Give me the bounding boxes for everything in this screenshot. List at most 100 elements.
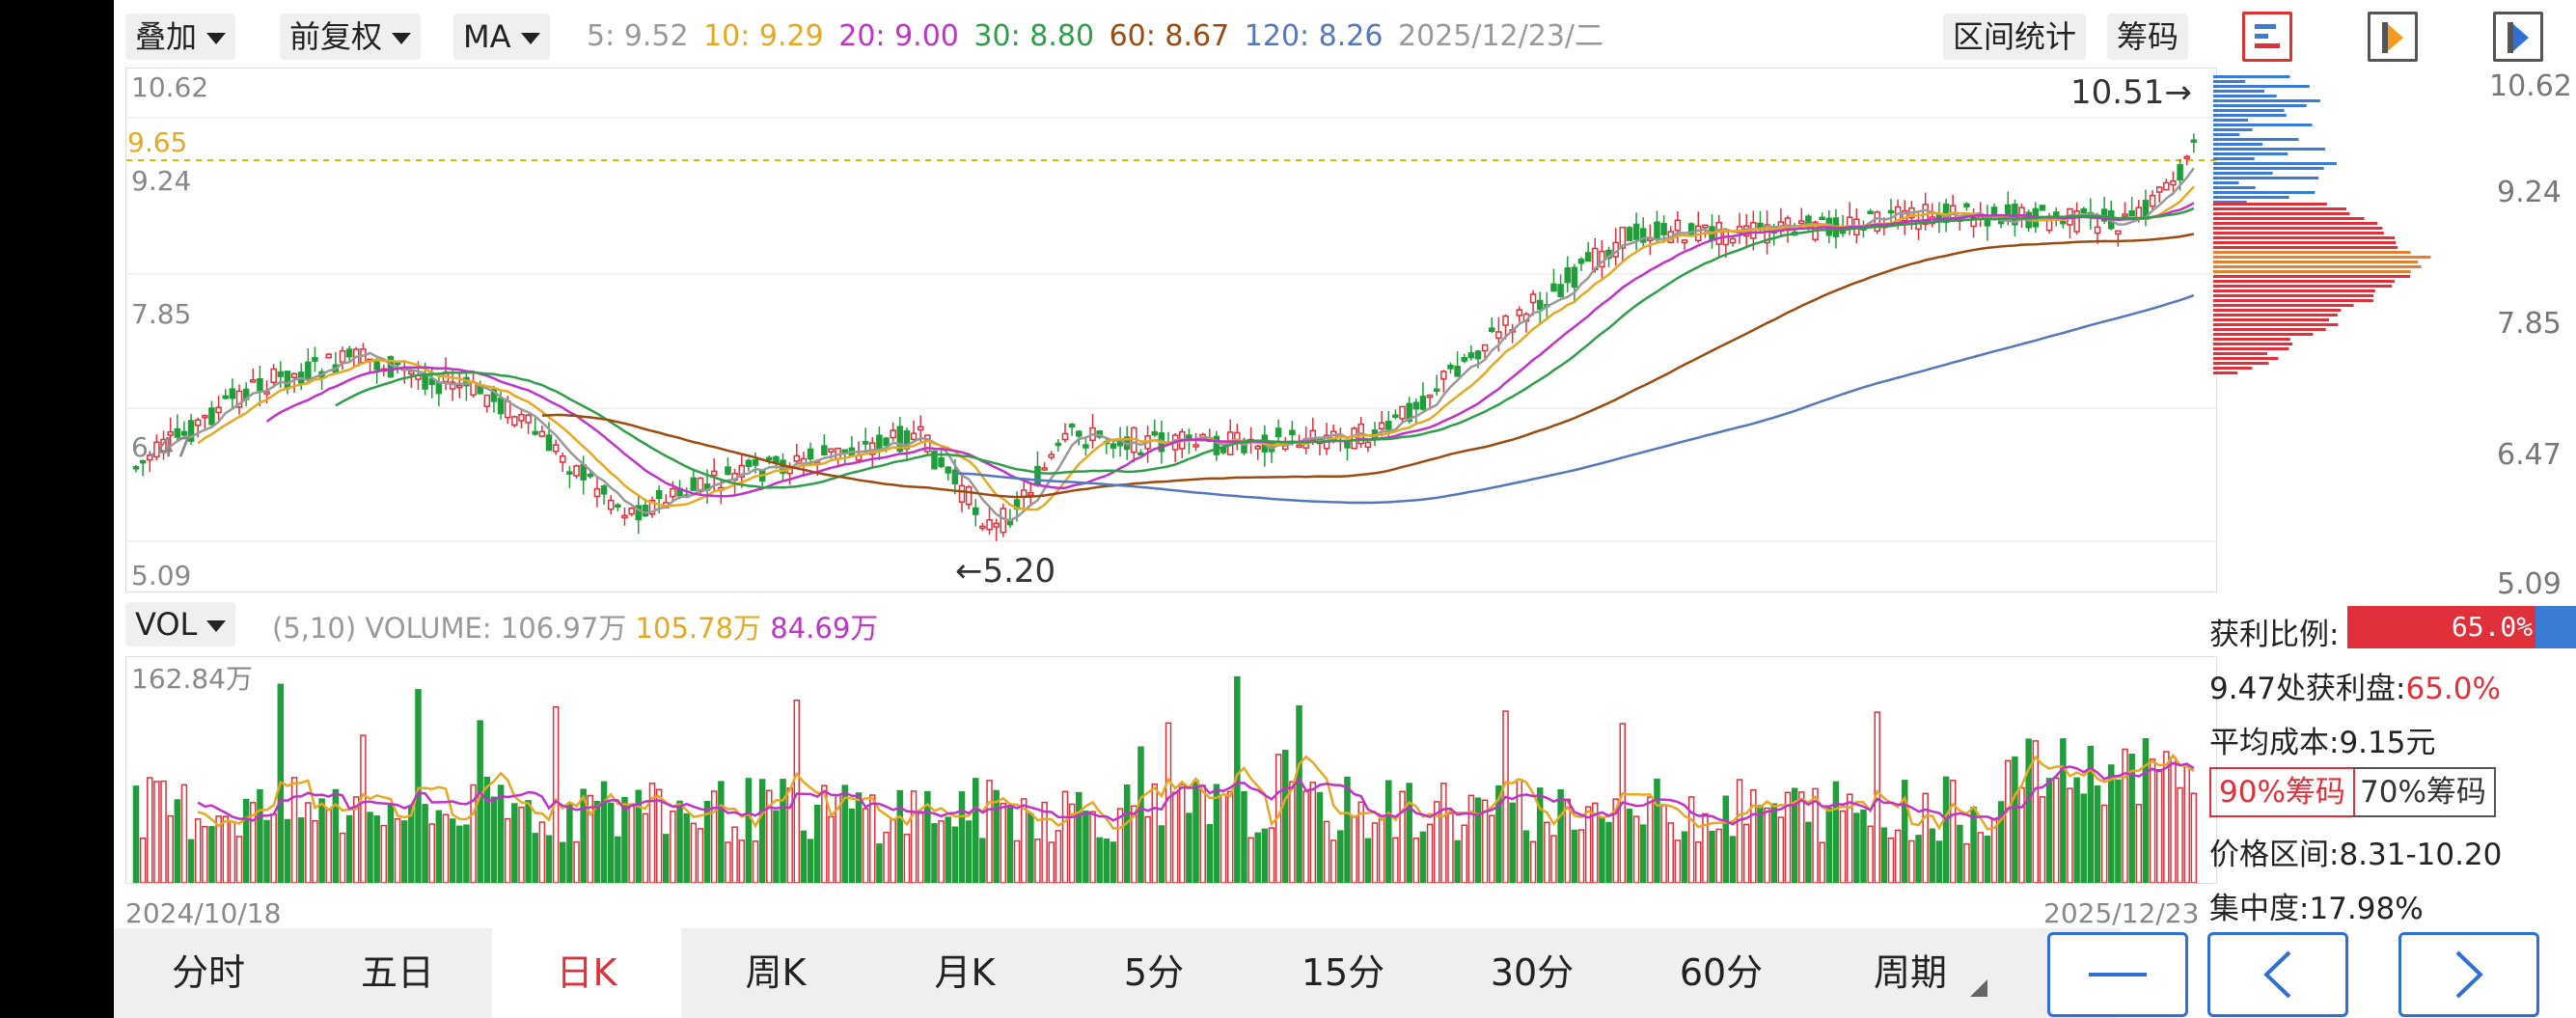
volume-bar — [1695, 840, 1702, 884]
volume-bar — [2149, 758, 2156, 884]
volume-bar — [1089, 811, 1096, 884]
volume-bar — [1261, 828, 1269, 884]
candle-body — [229, 388, 236, 399]
candle-body — [965, 486, 973, 506]
volume-bar — [483, 776, 491, 884]
candle-body — [587, 473, 594, 478]
candle-body — [422, 375, 428, 390]
chip-90-button[interactable]: 90%筹码 — [2209, 767, 2355, 817]
ma20-line — [265, 202, 2195, 498]
chip-70-button[interactable]: 70%筹码 — [2352, 767, 2496, 817]
volume-bar — [428, 823, 435, 884]
volume-chart-panel[interactable] — [125, 656, 2217, 884]
tab-five-day[interactable]: 五日 — [360, 951, 434, 994]
tab-15min[interactable]: 15分 — [1301, 951, 1385, 994]
tab-weekly-k[interactable]: 周K — [745, 951, 807, 994]
volume-indicator-dropdown[interactable]: VOL — [125, 602, 236, 647]
chip-bar — [2213, 299, 2373, 302]
chip-flag-icon[interactable] — [2493, 12, 2543, 62]
chip-bar — [2213, 90, 2265, 93]
candle-body — [153, 441, 160, 458]
ma-value: 20: 9.00 — [838, 19, 959, 53]
range-stats-button[interactable]: 区间统计 — [1943, 14, 2087, 60]
volume-bar — [655, 788, 663, 884]
chips-button[interactable]: 筹码 — [2107, 14, 2189, 60]
volume-bar — [532, 833, 538, 884]
tab-5min[interactable]: 5分 — [1123, 951, 1185, 994]
candle-body — [2073, 210, 2080, 233]
volume-bar — [1957, 824, 1963, 884]
tab-daily-k[interactable]: 日K — [492, 928, 681, 1018]
price-axis-top: 10.62 — [131, 71, 209, 103]
volume-bar — [1750, 788, 1757, 884]
volume-bar — [415, 689, 422, 884]
volume-bar — [938, 820, 945, 884]
candle-body — [1034, 465, 1041, 486]
chip-distribution-icon[interactable] — [2242, 12, 2292, 62]
chip-bar — [2213, 318, 2329, 321]
chip-bar — [2213, 275, 2411, 278]
candle-body — [1309, 429, 1317, 441]
chip-fire-icon[interactable] — [2368, 12, 2418, 62]
candle-body — [552, 444, 560, 453]
tab-30min[interactable]: 30分 — [1490, 951, 1575, 994]
profit-at-value: 65.0% — [2405, 672, 2501, 706]
volume-bar — [718, 781, 725, 884]
candle-body — [222, 395, 229, 399]
bars-icon — [2255, 24, 2280, 48]
volume-values-line: (5,10) VOLUME: 106.97万 105.78万 84.69万 — [272, 606, 878, 647]
candle-body — [1406, 402, 1412, 423]
zoom-out-button[interactable] — [2047, 932, 2188, 1017]
candle-body — [1529, 293, 1537, 304]
volume-bar — [1392, 837, 1399, 884]
volume-bar — [1571, 829, 1578, 884]
volume-bar — [903, 833, 911, 884]
candle-body — [710, 470, 718, 477]
volume-bar — [2100, 804, 2108, 884]
volume-bar — [1770, 803, 1777, 884]
volume-bar — [2142, 738, 2150, 884]
volume-bar — [2005, 759, 2012, 884]
volume-ma5-line — [197, 753, 2195, 831]
price-chart-panel[interactable] — [125, 68, 2217, 592]
tab-60min[interactable]: 60分 — [1679, 951, 1764, 994]
tab-monthly-k[interactable]: 月K — [934, 951, 996, 994]
volume-bar — [848, 809, 856, 884]
volume-bar — [1219, 793, 1227, 884]
volume-bar — [2080, 793, 2087, 884]
candle-body — [1536, 299, 1544, 311]
chip-bar — [2213, 217, 2365, 220]
candle-body — [1632, 223, 1640, 240]
volume-bar — [1805, 821, 1812, 884]
low-annotation: ←5.20 — [955, 552, 1056, 591]
adjust-dropdown[interactable]: 前复权 — [280, 14, 422, 60]
volume-bar — [1192, 780, 1199, 884]
volume-bar — [1681, 831, 1688, 884]
candle-body — [1550, 283, 1557, 292]
volume-bar — [710, 790, 718, 884]
volume-bar — [194, 818, 202, 884]
overlay-dropdown[interactable]: 叠加 — [125, 14, 236, 60]
candle-body — [690, 477, 698, 491]
candle-body — [449, 381, 456, 390]
volume-bar — [683, 812, 690, 884]
volume-bar — [545, 835, 553, 884]
volume-bar — [1564, 798, 1571, 884]
right-axis-label: 7.85 — [2497, 307, 2562, 341]
volume-bar — [1825, 807, 1833, 884]
indicator-dropdown[interactable]: MA — [453, 14, 550, 60]
profit-ratio-bar: 65.0% — [2347, 606, 2576, 648]
scroll-right-button[interactable] — [2398, 932, 2539, 1017]
tab-intraday[interactable]: 分时 — [171, 951, 245, 994]
candle-body — [1028, 492, 1034, 496]
volume-bar — [442, 813, 450, 884]
volume-bar — [917, 812, 924, 884]
volume-bar — [945, 816, 951, 884]
adjust-label: 前复权 — [289, 18, 383, 55]
chip-bar — [2213, 236, 2396, 239]
candle-body — [2039, 205, 2046, 211]
candle-body — [1963, 203, 1970, 207]
scroll-left-button[interactable] — [2207, 932, 2348, 1017]
tab-period-menu[interactable]: 周期 — [1816, 928, 2005, 1018]
volume-bar — [697, 828, 704, 884]
